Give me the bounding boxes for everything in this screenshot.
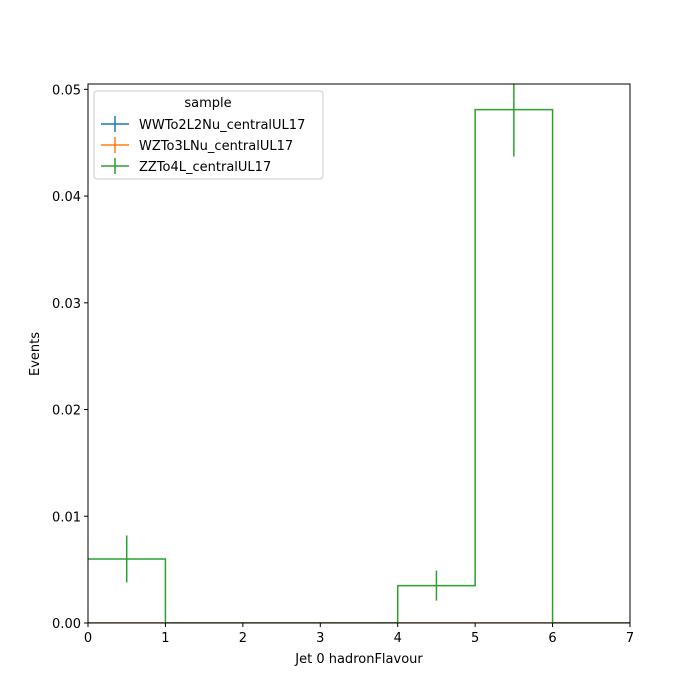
x-tick-label: 2 [239, 631, 247, 646]
x-tick-label: 7 [626, 631, 634, 646]
x-axis-label: Jet 0 hadronFlavour [294, 652, 423, 667]
histogram-step [88, 108, 630, 623]
y-tick-label: 0.01 [52, 510, 81, 525]
x-tick-label: 4 [394, 631, 402, 646]
series-layer [88, 84, 630, 623]
x-tick-label: 6 [548, 631, 556, 646]
y-tick-label: 0.03 [52, 297, 81, 312]
series-ZZTo4L_centralUL17 [88, 84, 630, 623]
x-tick-label: 0 [84, 631, 92, 646]
y-tick-label: 0.04 [52, 190, 81, 205]
y-tick-label: 0.02 [52, 404, 81, 419]
legend-box [93, 90, 324, 180]
y-axis-label: Events [28, 332, 43, 376]
legend: sample WWTo2L2Nu_centralUL17 WZTo3LNu_cen… [93, 90, 324, 180]
y-tick-label: 0.05 [52, 83, 81, 98]
legend-entry: WWTo2L2Nu_centralUL17 [101, 116, 305, 133]
x-tick-label: 5 [471, 631, 479, 646]
y-axis: 0.00 0.01 0.02 0.03 0.04 0.05 [52, 83, 88, 632]
legend-title: sample [184, 96, 231, 111]
legend-label: WZTo3LNu_centralUL17 [139, 139, 293, 154]
x-axis: 0 1 2 3 4 5 6 7 [84, 623, 634, 646]
legend-entry: ZZTo4L_centralUL17 [101, 158, 271, 175]
x-tick-label: 1 [161, 631, 169, 646]
x-tick-label: 3 [316, 631, 324, 646]
y-tick-label: 0.00 [52, 617, 81, 632]
legend-entry: WZTo3LNu_centralUL17 [101, 137, 293, 154]
plot-frame [87, 83, 631, 624]
legend-label: WWTo2L2Nu_centralUL17 [139, 118, 305, 133]
legend-label: ZZTo4L_centralUL17 [139, 160, 271, 175]
